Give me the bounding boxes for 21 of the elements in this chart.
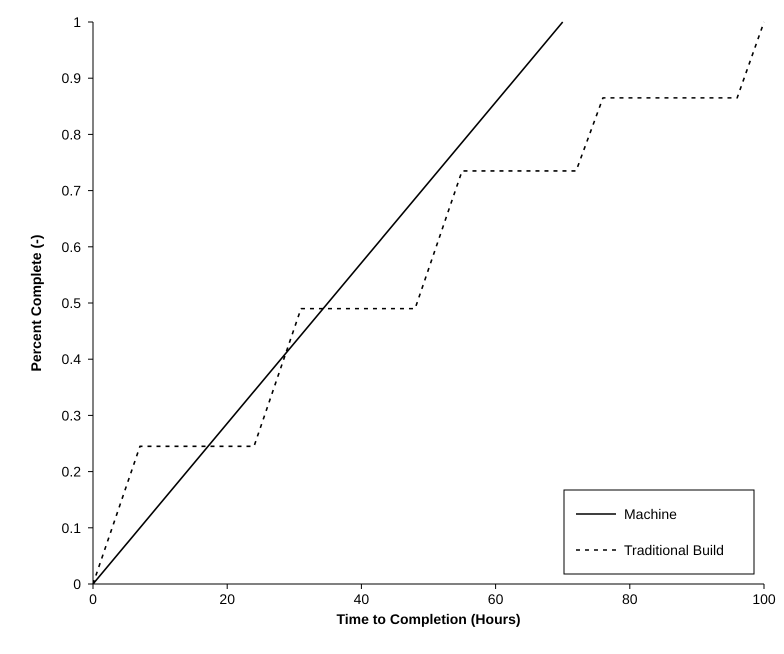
y-tick-label: 0.7 <box>62 182 82 199</box>
y-tick-label: 0.6 <box>62 238 82 255</box>
y-tick-label: 0.5 <box>62 295 82 311</box>
y-tick-label: 0 <box>73 576 82 592</box>
x-tick-label: 80 <box>622 591 638 607</box>
y-axis-title: Percent Complete (-) <box>28 234 44 372</box>
x-tick-label: 100 <box>752 591 776 607</box>
y-tick-label: 0.8 <box>62 126 82 142</box>
x-axis-title: Time to Completion (Hours) <box>336 611 521 627</box>
y-tick-label: 0.9 <box>62 70 82 86</box>
x-tick-label: 20 <box>219 591 236 607</box>
y-tick-label: 1 <box>73 14 82 30</box>
x-tick-label: 60 <box>488 591 504 607</box>
legend-label: Machine <box>624 506 678 522</box>
y-tick-label: 0.1 <box>62 520 82 536</box>
y-tick-label: 0.2 <box>62 464 82 480</box>
legend-label: Traditional Build <box>624 542 724 558</box>
x-tick-label: 0 <box>89 591 98 607</box>
y-tick-label: 0.4 <box>62 351 82 368</box>
x-tick-label: 40 <box>354 591 370 607</box>
y-tick-label: 0.3 <box>62 407 82 424</box>
